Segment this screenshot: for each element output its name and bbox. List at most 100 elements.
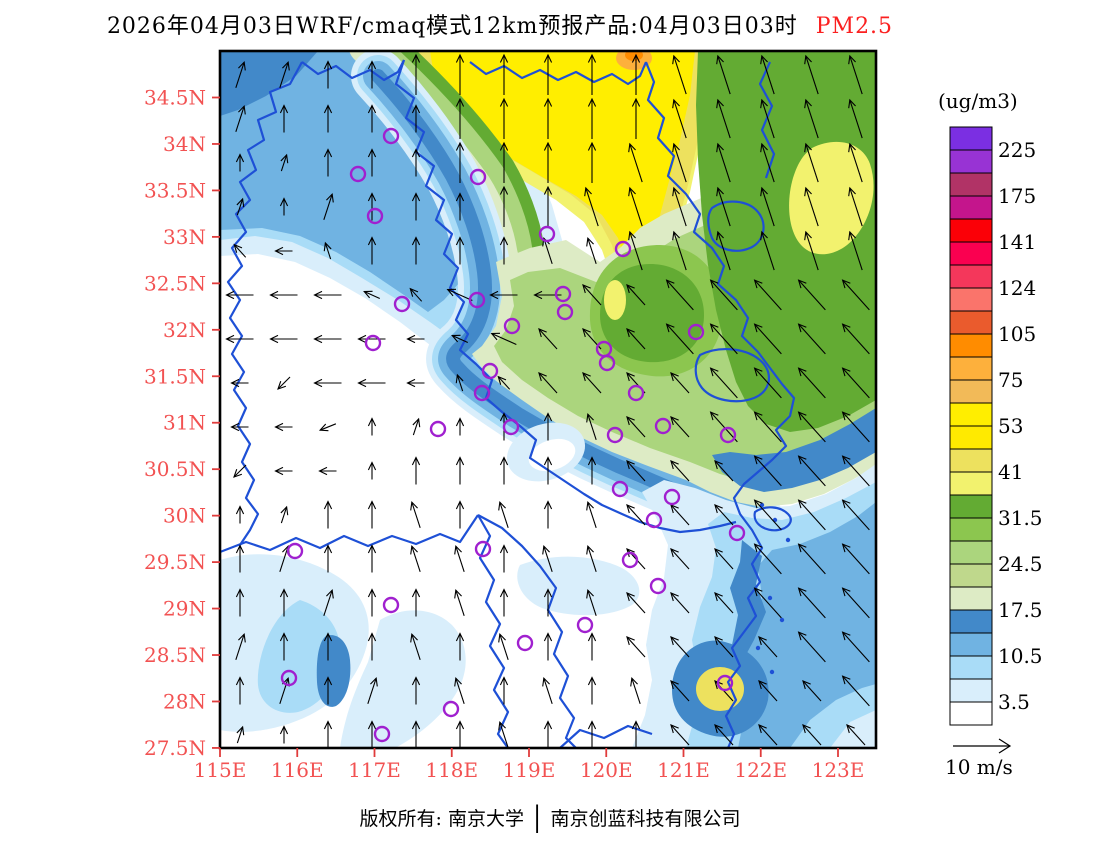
wind-arrow [804,98,819,139]
wind-arrow [235,104,246,133]
legend-cell [949,402,993,427]
wind-arrow [455,456,465,485]
wind-arrow [538,372,558,394]
wind-arrow [716,54,731,95]
wind-arrow [753,587,782,619]
wind-arrow [587,456,597,485]
legend-tick-label: 3.5 [998,690,1030,714]
legend-tick-label: 31.5 [998,506,1043,530]
wind-arrow [672,54,687,95]
wind-arrow [323,544,333,573]
lat-tick-label: 33N [163,225,206,249]
wind-arrow [543,141,553,183]
wind-arrow [455,373,464,392]
wind-arrow [542,676,553,705]
wind-arrow [235,632,246,661]
station-marker [556,303,574,321]
wind-arrow [848,54,863,95]
station-marker [474,540,492,558]
wind-arrow [587,97,597,139]
legend-tick-label: 175 [998,184,1036,208]
wind-arrow [543,632,553,661]
wind-arrow [313,290,342,300]
wind-arrow [841,455,870,487]
wind-arrow [367,500,377,529]
wind-arrow [714,592,734,614]
wind-arrow [225,334,254,344]
wind-arrow [670,460,690,482]
legend-tick-label: 10.5 [998,644,1043,668]
wind-arrow [587,676,597,705]
wind-arrow [323,632,333,661]
wind-scale-label: 10 m/s [945,755,1013,779]
wind-arrow [279,60,290,89]
wind-arrow [628,186,643,227]
wind-arrow [367,148,377,177]
wind-arrow [758,680,778,702]
wind-arrow [279,104,289,133]
station-marker [503,317,521,335]
wind-arrow [367,632,377,661]
wind-arrow [410,544,421,573]
axis-layer: 34.5N 34N 33.5N 33N 32.5N 32N 31.5N 31N 30.5N 30N… [144,86,864,783]
wind-arrow [760,230,775,271]
wind-arrow [630,676,641,705]
wind-arrow [804,142,819,183]
wind-arrow [714,460,734,482]
wind-arrow [670,636,690,658]
wind-arrow [454,676,465,705]
wind-arrow [367,104,377,133]
wind-arrow [841,675,870,707]
legend: (ug/m3) 225 175 141 124 105 75 53 41 31.5 24.5 17.5… [938,89,1043,726]
wind-arrow [626,460,646,482]
wind-arrow [670,416,690,438]
wind-arrow [455,97,465,139]
wind-arrow [543,97,553,139]
wind-arrow [411,676,421,705]
legend-tick-label: 53 [998,414,1023,438]
lat-tick-label: 32N [163,318,206,342]
wind-arrow [716,98,731,139]
wind-arrow [411,236,421,265]
wind-arrow [631,720,641,748]
station-marker [716,674,734,692]
lon-tick-label: 116E [271,758,324,782]
station-marker [621,551,639,569]
wind-arrow [802,724,822,746]
wind-arrow [279,588,289,617]
wind-arrow [841,587,870,619]
legend-cell [949,494,993,519]
station-marker [349,165,367,183]
wind-arrow [499,141,509,183]
wind-arrow [631,97,641,139]
wind-arrow [797,631,826,663]
legend-tick-label: 105 [998,322,1036,346]
lat-tick-label: 29N [163,597,206,621]
wind-arrow [631,53,641,95]
legend-cell [949,655,993,680]
wind-arrow [672,142,687,183]
wind-arrow [672,98,687,139]
wind-arrow [230,378,249,388]
wind-arrow [323,60,333,89]
wind-arrow [626,504,646,526]
wind-arrow [451,334,468,343]
wind-arrow [586,500,597,529]
wind-arrow [586,412,597,441]
lat-tick-label: 27.5N [144,736,206,760]
wind-arrow [716,186,731,227]
wind-arrow [584,186,599,227]
wind-arrow [586,588,597,617]
wind-arrow [233,243,247,258]
wind-arrow [323,720,333,748]
legend-cell [949,540,993,565]
contour-layer [220,51,876,748]
wind-arrow [543,720,553,748]
wind-arrow [586,544,597,573]
wind-arrow [670,680,690,702]
station-marker [473,384,491,402]
footer-separator: │ [529,805,545,833]
wind-arrow [670,548,690,570]
